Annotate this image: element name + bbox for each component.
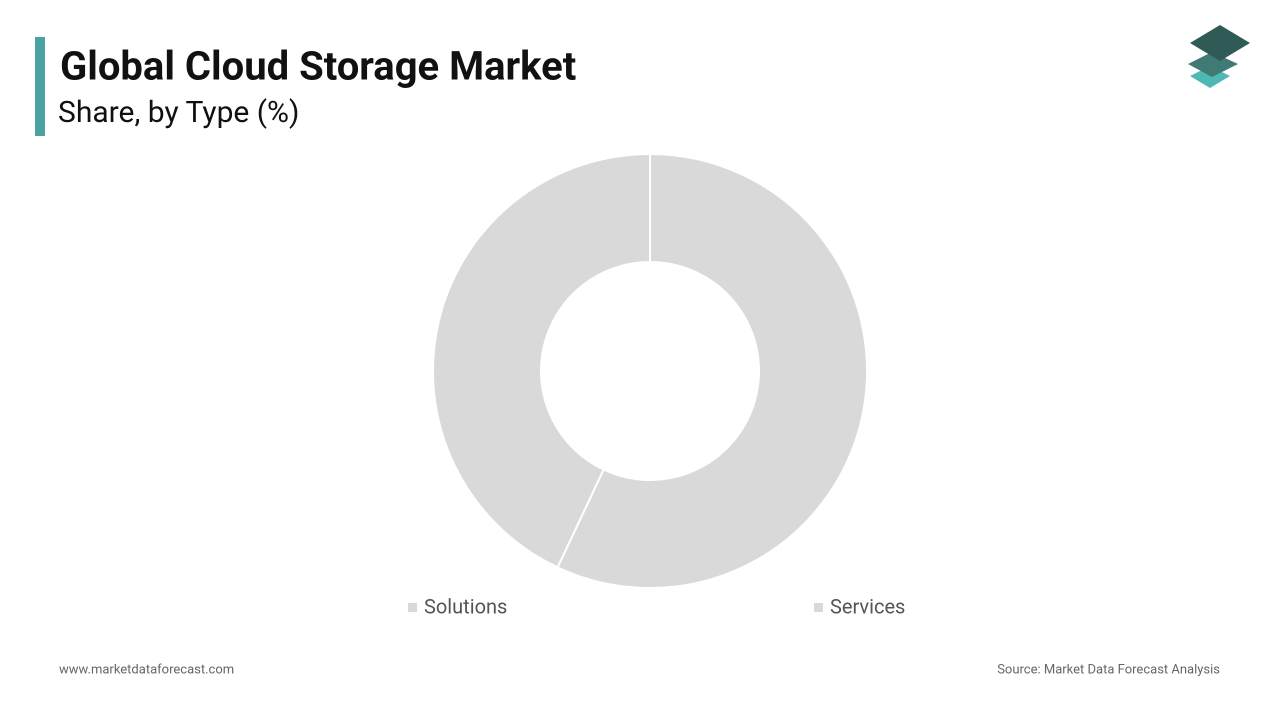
legend-swatch xyxy=(408,603,417,612)
website: www.marketdataforecast.com xyxy=(59,662,234,677)
pie-slice xyxy=(432,152,651,569)
legend-swatch xyxy=(814,603,823,612)
source: Source: Market Data Forecast Analysis xyxy=(997,662,1220,677)
legend-label: Services xyxy=(830,594,905,618)
chart-subtitle: Share, by Type (%) xyxy=(58,95,299,130)
chart-title: Global Cloud Storage Market xyxy=(60,43,576,90)
title-accent xyxy=(35,37,45,136)
legend-label: Solutions xyxy=(424,594,507,618)
pie-slice xyxy=(556,152,868,589)
logo xyxy=(1188,25,1250,88)
